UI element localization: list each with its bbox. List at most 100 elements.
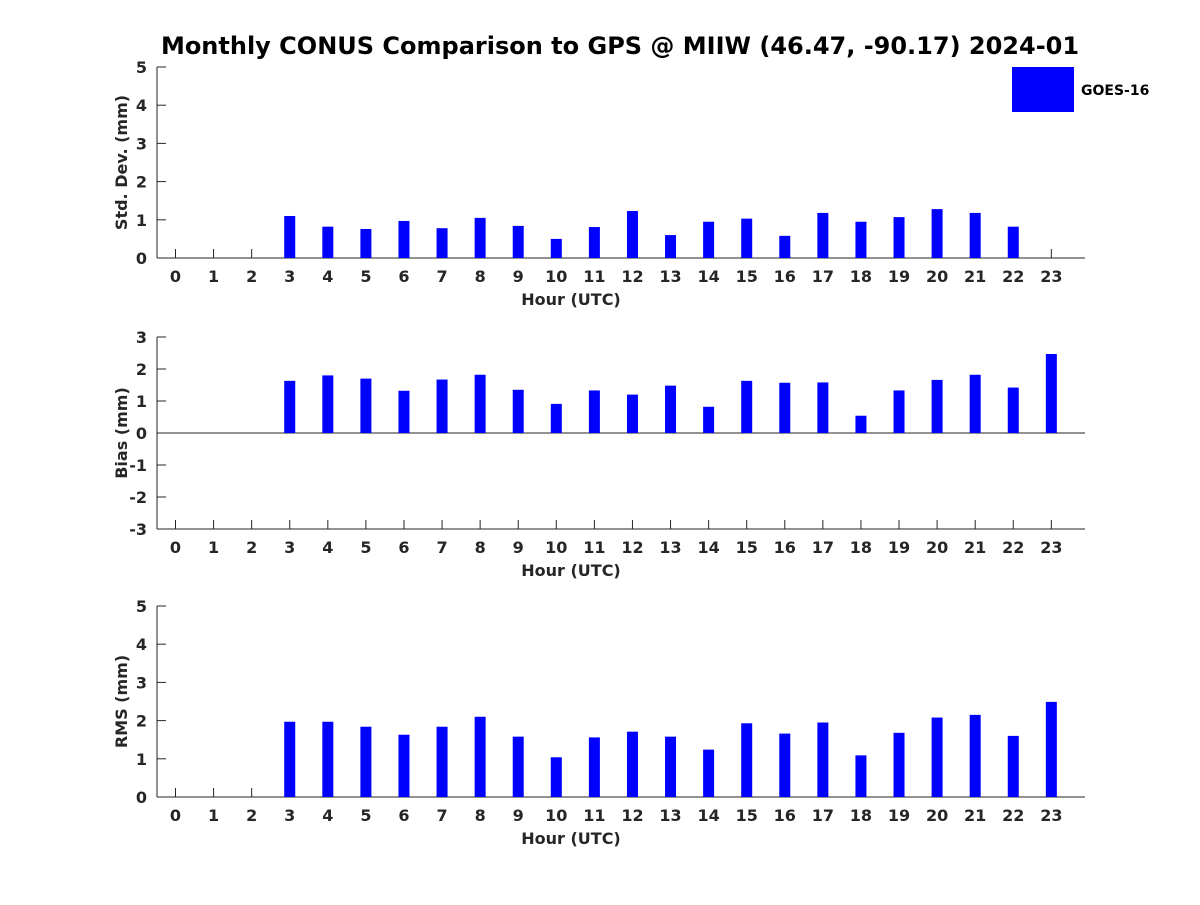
bar-hour-9 [512, 389, 524, 433]
legend-label: GOES-16 [1081, 83, 1149, 99]
y-tick-label: -1 [129, 456, 147, 475]
bar-hour-14 [703, 749, 715, 797]
y-tick-label: 4 [136, 96, 147, 115]
bar-hour-3 [284, 215, 296, 258]
x-tick-label: 3 [284, 538, 295, 557]
y-tick-label: 1 [136, 750, 147, 769]
x-tick-label: 20 [926, 267, 948, 286]
x-tick-label: 19 [888, 267, 910, 286]
x-tick-label: 12 [621, 267, 643, 286]
bar-hour-10 [550, 238, 562, 258]
bar-hour-16 [779, 235, 791, 258]
x-tick-label: 0 [170, 538, 181, 557]
x-tick-label: 19 [888, 806, 910, 825]
bar-hour-10 [550, 403, 562, 433]
bar-hour-13 [665, 235, 677, 258]
x-tick-label: 14 [697, 267, 719, 286]
bar-hour-20 [931, 379, 943, 433]
x-tick-label: 17 [812, 267, 834, 286]
y-tick-label: 0 [136, 249, 147, 268]
bar-hour-13 [665, 736, 677, 797]
x-tick-label: 17 [812, 538, 834, 557]
x-tick-label: 14 [697, 538, 719, 557]
x-tick-label: 5 [360, 806, 371, 825]
x-tick-label: 1 [208, 806, 219, 825]
x-tick-label: 21 [964, 267, 986, 286]
y-tick-label: 1 [136, 392, 147, 411]
x-tick-label: 23 [1040, 538, 1062, 557]
bar-hour-5 [360, 228, 372, 258]
bar-hour-22 [1007, 735, 1019, 797]
y-axis-label: Std. Dev. (mm) [112, 95, 131, 230]
y-tick-label: 1 [136, 211, 147, 230]
bar-hour-13 [665, 385, 677, 433]
bar-hour-5 [360, 378, 372, 433]
x-tick-label: 14 [697, 806, 719, 825]
bar-hour-18 [855, 415, 867, 433]
y-tick-label: 3 [136, 134, 147, 153]
bar-hour-11 [588, 737, 600, 797]
y-tick-label: 4 [136, 635, 147, 654]
x-tick-label: 8 [475, 267, 486, 286]
y-tick-label: 5 [136, 597, 147, 616]
bar-hour-15 [741, 723, 753, 797]
bar-hour-15 [741, 380, 753, 433]
bar-hour-22 [1007, 387, 1019, 433]
x-tick-label: 16 [774, 538, 796, 557]
x-tick-label: 5 [360, 538, 371, 557]
bar-hour-8 [474, 716, 486, 797]
x-tick-label: 22 [1002, 267, 1024, 286]
x-tick-label: 12 [621, 806, 643, 825]
bar-hour-10 [550, 757, 562, 797]
x-tick-label: 4 [322, 806, 333, 825]
bar-hour-5 [360, 726, 372, 797]
x-tick-label: 4 [322, 267, 333, 286]
bar-hour-12 [626, 731, 638, 797]
x-tick-label: 17 [812, 806, 834, 825]
bar-hour-17 [817, 212, 829, 258]
x-tick-label: 2 [246, 538, 257, 557]
x-tick-label: 1 [208, 538, 219, 557]
x-axis-label: Hour (UTC) [521, 829, 621, 848]
bar-hour-12 [626, 211, 638, 258]
x-tick-label: 11 [583, 806, 605, 825]
x-tick-label: 21 [964, 538, 986, 557]
x-tick-label: 18 [850, 267, 872, 286]
x-tick-label: 18 [850, 538, 872, 557]
y-tick-label: 5 [136, 58, 147, 77]
bar-hour-18 [855, 755, 867, 797]
legend: GOES-16 [1012, 67, 1149, 112]
x-axis-label: Hour (UTC) [521, 561, 621, 580]
bar-hour-6 [398, 734, 410, 797]
bar-hour-7 [436, 228, 448, 258]
x-tick-label: 23 [1040, 806, 1062, 825]
bar-hour-9 [512, 225, 524, 258]
x-tick-label: 11 [583, 538, 605, 557]
x-tick-label: 13 [659, 267, 681, 286]
bar-hour-8 [474, 217, 486, 258]
bar-hour-23 [1045, 353, 1057, 433]
x-tick-label: 9 [513, 267, 524, 286]
bar-hour-6 [398, 220, 410, 258]
x-tick-label: 3 [284, 267, 295, 286]
bar-hour-4 [322, 375, 334, 433]
bar-hour-16 [779, 733, 791, 797]
x-tick-label: 22 [1002, 538, 1024, 557]
x-tick-label: 2 [246, 806, 257, 825]
y-tick-label: 3 [136, 328, 147, 347]
x-tick-label: 8 [475, 538, 486, 557]
x-tick-label: 15 [736, 538, 758, 557]
y-tick-label: -2 [129, 488, 147, 507]
x-tick-label: 6 [398, 538, 409, 557]
bar-hour-4 [322, 721, 334, 797]
x-tick-label: 4 [322, 538, 333, 557]
bar-hour-3 [284, 380, 296, 433]
bar-hour-19 [893, 390, 905, 433]
x-tick-label: 13 [659, 538, 681, 557]
y-tick-label: 0 [136, 424, 147, 443]
x-tick-label: 6 [398, 806, 409, 825]
x-axis-label: Hour (UTC) [521, 290, 621, 309]
bar-hour-3 [284, 721, 296, 797]
